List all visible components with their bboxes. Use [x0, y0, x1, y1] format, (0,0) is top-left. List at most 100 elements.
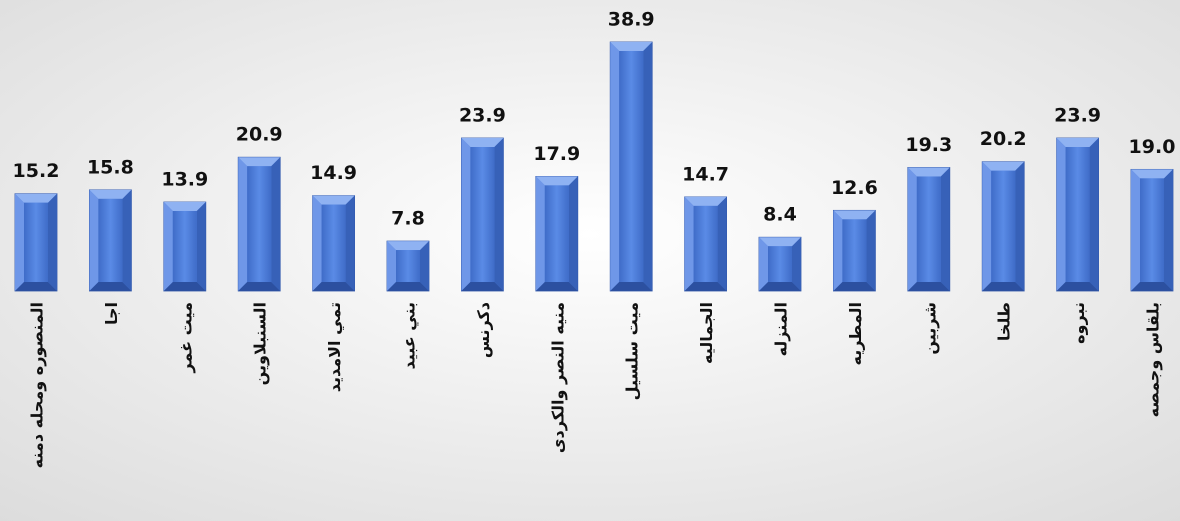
bar-face: [619, 51, 644, 282]
bar-bevel-top: [461, 138, 504, 148]
bar-bevel-bottom: [833, 282, 876, 291]
bar-bevel-left: [833, 210, 843, 291]
bar-bevel-bottom: [461, 282, 504, 291]
bar-bevel-bottom: [684, 282, 727, 291]
x-tick-label: السنبلاوين: [251, 302, 270, 385]
data-label: 19.3: [905, 134, 952, 156]
data-label: 8.4: [763, 204, 797, 226]
bar-bevel-left: [312, 195, 322, 291]
x-tick-label: نبروه: [1069, 302, 1088, 344]
bar-bevel-left: [1131, 169, 1140, 291]
bar-bevel-bottom: [312, 282, 355, 291]
bar-face: [768, 246, 792, 282]
data-label: 17.9: [533, 143, 580, 165]
bar-bevel-left: [535, 176, 545, 291]
bar-bevel-left: [1056, 138, 1066, 291]
bar-bevel-bottom: [15, 282, 57, 291]
x-tick-label: ميت غمر: [176, 302, 195, 374]
bar-bevel-top: [833, 210, 876, 220]
bar-face: [470, 147, 495, 282]
bar-bevel-left: [907, 167, 917, 291]
bar-bevel-right: [122, 189, 132, 291]
x-tick-label: المطريه: [846, 302, 865, 365]
bar-bevel-left: [461, 138, 471, 291]
bar-bevel-bottom: [1056, 282, 1099, 291]
bar-bevel-right: [1164, 169, 1173, 291]
bar-bevel-left: [238, 157, 248, 291]
bar-bevel-bottom: [89, 282, 132, 291]
bar-face: [916, 176, 941, 282]
bar-bevel-top: [238, 157, 281, 167]
data-label: 23.9: [1054, 105, 1101, 127]
x-tick-label: شربين: [920, 302, 939, 355]
bar-bevel-right: [494, 138, 504, 291]
bar-face: [24, 202, 48, 282]
bar-bevel-bottom: [907, 282, 950, 291]
bar-bevel-top: [163, 202, 206, 212]
bar-bevel-right: [866, 210, 876, 291]
bar-bevel-top: [610, 42, 653, 51]
bar-bevel-left: [684, 196, 694, 291]
bar-bevel-bottom: [535, 282, 578, 291]
bar-bevel-top: [759, 237, 801, 247]
bar-bevel-right: [792, 237, 801, 291]
bar-bevel-bottom: [759, 282, 801, 291]
bar-bevel-left: [387, 241, 396, 291]
bar-bevel-right: [271, 157, 281, 291]
bar-bevel-left: [163, 202, 173, 291]
x-tick-label: تمي الامديد: [325, 302, 345, 392]
bar-bevel-right: [345, 195, 355, 291]
data-label: 19.0: [1129, 136, 1176, 158]
bar-bevel-bottom: [610, 282, 653, 291]
x-tick-label: اجا: [102, 302, 121, 325]
bar-bevel-right: [717, 196, 727, 291]
x-tick-label: ميت سلسيل: [623, 302, 642, 400]
data-label: 15.8: [87, 156, 134, 178]
bar-bevel-top: [907, 167, 950, 177]
bar-face: [172, 211, 197, 282]
bar-face: [693, 205, 718, 282]
data-label: 14.7: [682, 163, 729, 185]
bar-face: [1140, 178, 1164, 282]
data-label: 15.2: [13, 160, 60, 182]
bar-bevel-bottom: [387, 282, 429, 291]
x-tick-label: بني عبيد: [400, 302, 420, 370]
data-label: 38.9: [608, 9, 655, 31]
data-label: 20.2: [980, 128, 1027, 150]
x-tick-label: منيه النصر والكردى: [548, 302, 567, 453]
bar-face: [544, 185, 569, 282]
bar-bevel-top: [1131, 169, 1173, 179]
bar-bevel-right: [643, 42, 653, 291]
bar-face: [247, 166, 272, 282]
x-tick-label: الجماليه: [697, 302, 716, 364]
bar-bevel-right: [48, 193, 57, 291]
bar-face: [321, 204, 346, 282]
bar-bevel-bottom: [163, 282, 206, 291]
data-label: 13.9: [161, 169, 208, 191]
bar-bevel-right: [1015, 161, 1025, 291]
bar-bevel-bottom: [1131, 282, 1173, 291]
data-label: 23.9: [459, 105, 506, 127]
bar-bevel-top: [684, 196, 727, 206]
bar-bevel-right: [196, 202, 206, 291]
bar-bevel-left: [89, 189, 99, 291]
bar-face: [991, 170, 1016, 282]
bar-bevel-left: [610, 42, 620, 291]
bar-bevel-left: [15, 193, 24, 291]
bar-bevel-left: [982, 161, 992, 291]
bar-bevel-top: [312, 195, 355, 205]
x-tick-label: دكرنس: [474, 302, 493, 358]
data-label: 7.8: [391, 208, 425, 230]
data-label: 12.6: [831, 177, 878, 199]
bar-bevel-top: [982, 161, 1025, 171]
data-label: 20.9: [236, 124, 283, 146]
x-tick-label: بلقاس وجمصه: [1144, 302, 1163, 417]
bar-face: [1065, 147, 1090, 282]
bar-face: [98, 198, 123, 282]
bar-bevel-bottom: [238, 282, 281, 291]
bar-bevel-bottom: [982, 282, 1025, 291]
bar-face: [396, 250, 420, 282]
bar-bevel-left: [759, 237, 768, 291]
data-label: 14.9: [310, 162, 357, 184]
